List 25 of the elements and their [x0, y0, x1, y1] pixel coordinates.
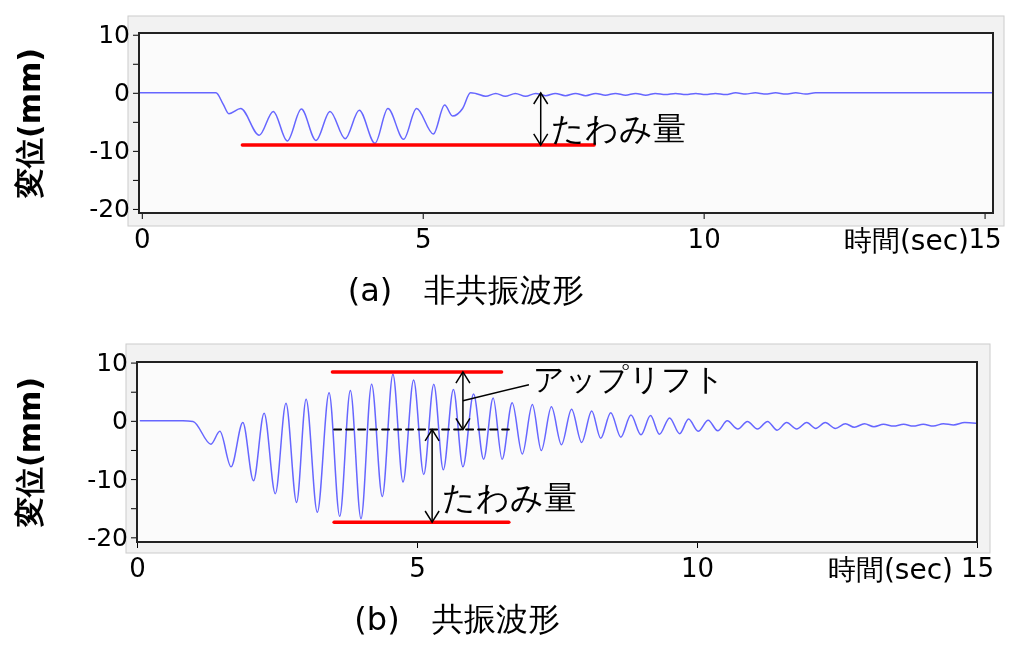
annotation: アップリフト	[532, 360, 725, 397]
x-tick-label: 15	[960, 553, 995, 583]
x-axis-title: 時間(sec)	[843, 224, 969, 257]
y-tick-label: -20	[87, 522, 128, 552]
x-tick-label: 0	[134, 224, 151, 254]
annotation: たわみ量	[550, 109, 686, 149]
text: (b) 共振波形	[354, 600, 560, 638]
y-axis-title: 変位(mm)	[12, 377, 47, 528]
line-series	[138, 92, 994, 145]
y-tick-label: -10	[87, 464, 128, 494]
x-tick-label: 10	[687, 224, 721, 254]
y-tick-label: -10	[89, 136, 130, 166]
y-tick-label: -20	[89, 194, 130, 224]
x-tick-label: 5	[409, 553, 426, 583]
x-tick-label: 10	[680, 553, 715, 583]
x-tick-label: 5	[414, 224, 432, 254]
y-tick-label: 10	[96, 348, 128, 378]
y-tick-label: 0	[112, 406, 128, 436]
y-axis-title: 変位(mm)	[12, 48, 47, 199]
y-tick-label: 10	[98, 20, 130, 50]
y-tick-label: 0	[114, 78, 130, 108]
x-tick-label: 15	[968, 224, 1002, 254]
x-axis-title: 時間(sec)	[827, 553, 953, 586]
annotation: たわみ量	[442, 478, 578, 518]
text: (a) 非共振波形	[347, 271, 585, 309]
